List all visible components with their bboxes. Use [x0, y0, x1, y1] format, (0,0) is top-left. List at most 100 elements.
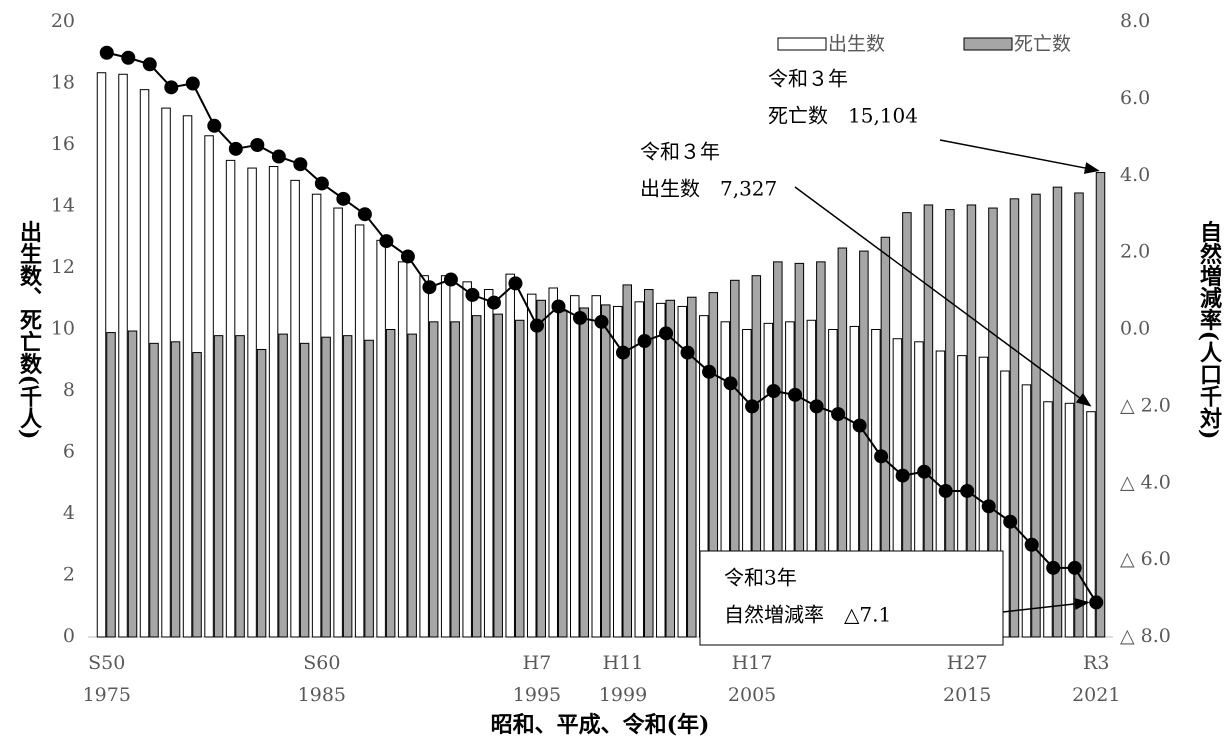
marker — [895, 468, 910, 483]
bar — [687, 296, 697, 638]
y2-tick-label: △ 2.0 — [1120, 394, 1171, 416]
bar — [428, 321, 439, 638]
marker — [594, 314, 609, 329]
bar — [299, 342, 310, 638]
annotation: 死亡数 15,104 — [768, 104, 918, 128]
y2-tick-label: △ 6.0 — [1120, 548, 1171, 570]
bar — [182, 115, 193, 638]
bar — [644, 289, 654, 638]
marker — [508, 276, 523, 291]
marker — [164, 80, 179, 95]
y-tick-label: 14 — [51, 195, 75, 217]
y2-tick-label: 8.0 — [1120, 10, 1150, 32]
y2-tick-label: 2.0 — [1120, 241, 1150, 263]
x-tick-label-year: 1995 — [513, 684, 561, 706]
marker — [745, 399, 760, 414]
bar — [139, 89, 150, 638]
bar — [204, 135, 214, 638]
y-tick-label: 10 — [51, 318, 75, 340]
y-axis-title: 出生数、死亡数(千人) — [16, 221, 42, 440]
marker — [422, 280, 437, 295]
marker — [917, 464, 932, 479]
bar — [290, 179, 300, 638]
marker — [1089, 595, 1104, 610]
marker — [357, 207, 372, 222]
bar — [192, 352, 202, 638]
bar — [526, 293, 537, 638]
marker — [960, 483, 975, 498]
bar — [118, 73, 128, 638]
y-tick-label: 20 — [51, 10, 75, 32]
annotation: 自然増減率 △7.1 — [724, 603, 891, 627]
bar — [591, 295, 601, 638]
marker — [250, 138, 265, 152]
bar — [170, 341, 181, 638]
bar — [601, 304, 611, 638]
bar — [235, 335, 245, 638]
marker — [99, 45, 114, 60]
bar — [419, 275, 429, 638]
bar — [1021, 384, 1032, 638]
marker — [702, 364, 717, 379]
bar — [548, 287, 558, 638]
bar — [493, 313, 503, 638]
bar — [1095, 172, 1106, 638]
marker — [831, 407, 846, 422]
bar — [613, 305, 623, 638]
bar — [321, 336, 331, 638]
annotation-arrow — [939, 139, 1100, 174]
x-tick-label: H27 — [947, 652, 988, 674]
marker — [1024, 537, 1039, 552]
y-tick-label: 12 — [51, 256, 75, 278]
marker — [486, 295, 501, 310]
bar — [450, 321, 460, 638]
bar — [407, 333, 417, 638]
bar — [440, 275, 451, 638]
marker — [207, 118, 222, 133]
marker — [809, 399, 824, 414]
marker — [637, 334, 652, 349]
annotation: 令和３年 — [768, 67, 848, 91]
legend-swatch — [777, 37, 827, 51]
annotation-arrow — [794, 186, 1092, 407]
marker — [938, 483, 953, 498]
marker — [465, 287, 480, 302]
bar — [333, 207, 343, 638]
bar — [247, 167, 257, 638]
marker — [121, 50, 136, 65]
x-tick-label-year: 2021 — [1072, 684, 1120, 706]
bar — [1064, 402, 1075, 638]
bar — [1031, 193, 1041, 638]
marker — [142, 57, 157, 72]
marker — [185, 76, 200, 91]
bar — [96, 72, 107, 638]
marker — [659, 326, 674, 341]
bar — [483, 289, 494, 638]
bar — [385, 329, 396, 638]
bar — [579, 307, 589, 638]
bar — [256, 348, 267, 638]
marker — [1067, 560, 1082, 575]
x-tick-label: H11 — [603, 652, 644, 674]
bar — [505, 273, 515, 638]
marker — [293, 157, 308, 172]
x-tick-label: R3 — [1083, 652, 1109, 674]
y-tick-label: 16 — [51, 133, 75, 155]
bar — [342, 335, 353, 638]
bar — [213, 335, 224, 638]
y2-axis-title: 自然増減率(人口千対) — [1196, 220, 1222, 439]
y-tick-label: 18 — [51, 72, 75, 94]
y-tick-label: 2 — [63, 564, 75, 586]
y-tick-label: 8 — [63, 379, 75, 401]
x-tick-label-year: 1999 — [599, 684, 647, 706]
marker — [443, 272, 458, 287]
x-tick-label: S50 — [88, 652, 125, 674]
bar — [161, 107, 171, 638]
bar — [127, 330, 138, 638]
bar — [106, 332, 116, 638]
marker — [874, 449, 889, 464]
bar — [225, 159, 236, 638]
y2-tick-label: 0.0 — [1120, 318, 1150, 340]
marker — [723, 376, 738, 391]
marker — [1003, 514, 1018, 529]
